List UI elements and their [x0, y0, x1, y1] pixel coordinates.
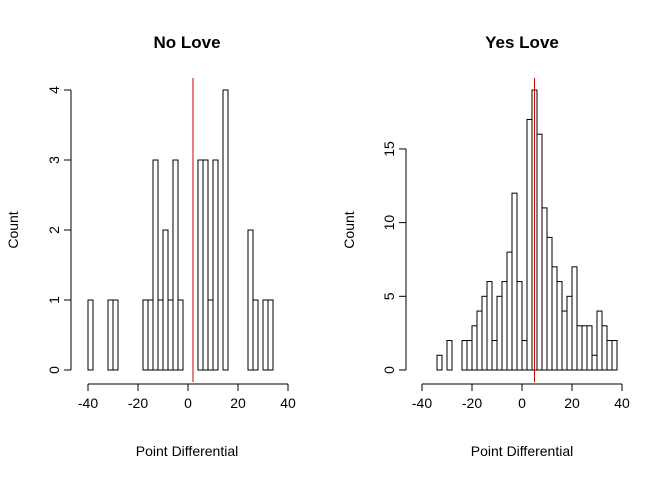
histogram-bar — [571, 266, 578, 371]
y-tick-label: 3 — [46, 156, 62, 164]
histogram-bar — [172, 159, 179, 371]
histogram-bar — [586, 325, 593, 371]
histogram-bar — [222, 89, 229, 371]
histogram-bar — [551, 266, 558, 371]
y-tick-label: 4 — [46, 86, 62, 94]
x-axis-label: Point Differential — [136, 443, 238, 459]
y-axis-label: Count — [5, 211, 21, 248]
histogram-bar — [267, 299, 274, 371]
histogram-bar — [197, 159, 204, 371]
y-tick-label: 2 — [46, 226, 62, 234]
histogram-bar — [566, 295, 573, 371]
x-tick-label: 0 — [184, 395, 192, 411]
x-tick-label: -40 — [78, 395, 98, 411]
x-tick-label: 40 — [280, 395, 296, 411]
histogram-bar — [107, 299, 114, 371]
x-tick-label: 20 — [230, 395, 246, 411]
histogram-bar — [561, 310, 568, 371]
x-tick-label: 0 — [518, 395, 526, 411]
histogram-bar — [501, 281, 508, 371]
histogram-bar — [576, 325, 583, 371]
histogram-bar — [252, 299, 259, 371]
histogram-bar — [162, 229, 169, 371]
histogram-bar — [112, 299, 119, 371]
y-tick-label: 0 — [46, 366, 62, 374]
histogram-bar — [516, 281, 523, 371]
histogram-bar — [207, 299, 214, 371]
histogram-bar — [491, 340, 498, 371]
histogram-bar — [147, 299, 154, 371]
chart-title: Yes Love — [485, 33, 559, 52]
histogram-bar — [247, 229, 254, 371]
histogram-bar — [486, 281, 493, 371]
x-axis-label: Point Differential — [471, 443, 573, 459]
histogram-bar — [591, 354, 598, 371]
histogram-bar — [611, 340, 618, 371]
histogram-bar — [601, 325, 608, 371]
x-tick-label: -20 — [462, 395, 482, 411]
histogram-bar — [87, 299, 94, 371]
histogram-bar — [142, 299, 149, 371]
histogram-bar — [481, 295, 488, 371]
histogram-bar — [461, 340, 468, 371]
histogram-bar — [471, 325, 478, 371]
histogram-bar — [556, 281, 563, 371]
panel-yes-love: Yes Love Count Point Differential -40 -20… — [341, 33, 630, 459]
histogram-bar — [436, 354, 443, 371]
x-tick-label: 40 — [614, 395, 630, 411]
histogram-bar — [167, 299, 174, 371]
histogram-bar — [202, 159, 209, 371]
histogram-bar — [466, 340, 473, 371]
histogram-bar — [152, 159, 159, 371]
histogram-bar — [496, 295, 503, 371]
histogram-bar — [212, 159, 219, 371]
histogram-bar — [581, 325, 588, 371]
histogram-bar — [526, 118, 533, 371]
y-tick-label: 0 — [381, 366, 397, 374]
histogram-bar — [596, 310, 603, 371]
chart-title: No Love — [153, 33, 220, 52]
histogram-bar — [546, 236, 553, 371]
histogram-bar — [511, 192, 518, 371]
histogram-bar — [446, 340, 453, 371]
histogram-bar — [262, 299, 269, 371]
y-tick-label: 5 — [381, 292, 397, 300]
x-tick-label: 20 — [564, 395, 580, 411]
histogram-bar — [157, 299, 164, 371]
y-tick-label: 10 — [381, 215, 397, 231]
histogram-bar — [506, 251, 513, 371]
histogram-bar — [541, 207, 548, 371]
y-tick-label: 15 — [381, 141, 397, 157]
panel-no-love: No Love Count Point Differential -40 -20 0… — [5, 33, 296, 459]
x-tick-label: -40 — [412, 395, 432, 411]
histogram-bar — [521, 340, 528, 371]
histogram-bar — [476, 310, 483, 371]
histogram-bar — [536, 133, 543, 371]
y-tick-label: 1 — [46, 296, 62, 304]
x-tick-label: -20 — [128, 395, 148, 411]
histogram-bar — [177, 299, 184, 371]
histogram-bar — [606, 340, 613, 371]
y-axis-label: Count — [341, 211, 357, 248]
